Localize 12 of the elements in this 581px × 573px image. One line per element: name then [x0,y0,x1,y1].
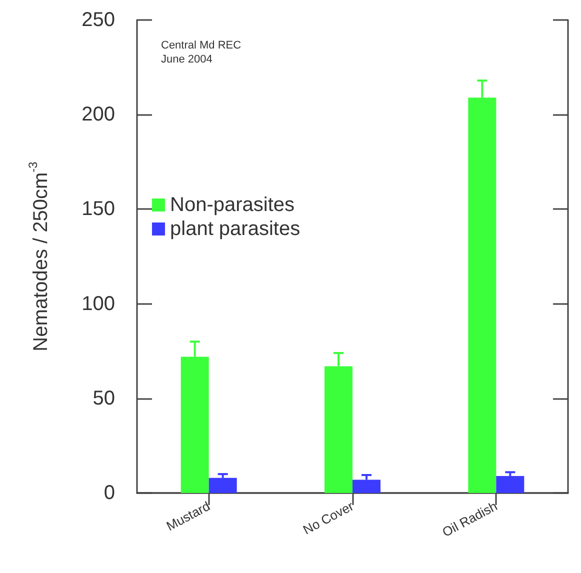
y-tick-label: 100 [82,292,115,315]
y-tick-label: 0 [104,482,115,504]
y-tick-label: 250 [82,9,115,31]
y-tick-label: 50 [92,387,115,410]
y-tick-label: 150 [82,198,115,220]
y-axis-title: Nematodes / 250cm-3 [26,161,52,352]
legend-label: Non-parasites [170,194,295,216]
legend-label: plant parasites [170,218,300,240]
x-tick-label: No Cover [300,498,357,538]
annotation: Central Md REC [161,40,242,52]
y-tick-label: 200 [82,104,115,126]
annotation: June 2004 [161,54,212,66]
